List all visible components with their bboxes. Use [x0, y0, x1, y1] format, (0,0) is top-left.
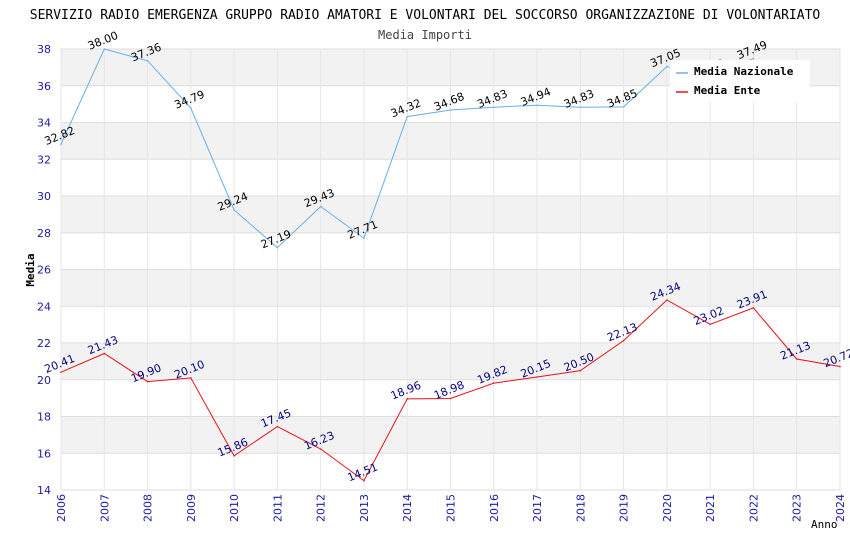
x-tick-label: 2007: [98, 494, 111, 522]
data-point: [103, 48, 106, 50]
x-tick-label: 2011: [271, 494, 284, 522]
data-point: [666, 299, 668, 301]
data-label: 34.32: [389, 96, 423, 120]
data-point: [319, 205, 322, 208]
y-tick-label: 16: [37, 447, 51, 460]
legend-box: [670, 60, 810, 102]
y-tick-label: 30: [37, 190, 51, 203]
chart-subtitle: Media Importi: [378, 28, 472, 42]
data-point: [146, 380, 149, 383]
data-point: [449, 109, 452, 111]
data-point: [449, 397, 452, 400]
x-tick-label: 2018: [574, 494, 587, 522]
y-tick-label: 26: [37, 264, 51, 277]
x-tick-label: 2022: [747, 494, 760, 522]
data-point: [752, 307, 755, 309]
data-label: 14.51: [346, 460, 380, 484]
data-point: [795, 358, 798, 360]
data-point: [60, 143, 62, 145]
y-tick-label: 14: [37, 484, 51, 497]
data-point: [579, 106, 582, 109]
data-label: 23.02: [692, 304, 726, 328]
x-tick-label: 2019: [618, 494, 631, 522]
x-tick-label: 2023: [791, 494, 804, 522]
data-point: [190, 377, 192, 379]
y-tick-label: 28: [37, 227, 51, 240]
x-tick-label: 2013: [358, 494, 371, 522]
data-point: [839, 365, 841, 368]
y-tick-label: 38: [37, 43, 51, 56]
x-tick-label: 2010: [228, 494, 241, 522]
legend: Media Nazionale Media Ente: [670, 60, 810, 102]
data-point: [492, 106, 495, 109]
data-label: 34.79: [172, 88, 206, 112]
x-tick-label: 2006: [55, 494, 68, 522]
y-tick-label: 24: [37, 300, 51, 313]
data-point: [752, 57, 755, 60]
x-tick-label: 2008: [142, 494, 155, 522]
x-tick-label: 2014: [401, 494, 414, 522]
series-layer: [60, 48, 841, 482]
data-point: [233, 455, 235, 457]
data-label: 22.13: [605, 320, 639, 344]
data-point: [276, 425, 279, 428]
data-point: [536, 104, 538, 107]
data-point: [60, 371, 62, 374]
y-tick-label: 20: [37, 374, 51, 387]
x-tick-label: 2016: [488, 494, 501, 522]
x-tick-label: 2009: [185, 494, 198, 522]
data-point: [406, 115, 409, 118]
x-tick-label: 2020: [661, 494, 674, 522]
data-point: [319, 448, 322, 450]
legend-label-media-ente: Media Ente: [694, 84, 761, 97]
x-tick-label: 2012: [315, 494, 328, 522]
x-axis-ticks: 2006 2007 2008 2009 2010 2011 2012 2013 2014 2015…: [55, 494, 847, 522]
x-axis-label: Anno: [811, 518, 838, 531]
y-tick-label: 32: [37, 153, 51, 166]
y-axis-ticks: 14 16 18 20 22 24 26 28 30 32 34 36 38: [37, 43, 51, 497]
data-point: [622, 339, 625, 342]
y-tick-label: 22: [37, 337, 51, 350]
data-point: [103, 352, 106, 355]
legend-label-media-nazionale: Media Nazionale: [694, 65, 794, 78]
x-tick-label: 2024: [834, 494, 847, 522]
data-point: [406, 398, 409, 400]
y-tick-label: 36: [37, 80, 51, 93]
x-tick-label: 2021: [704, 494, 717, 522]
data-point: [622, 106, 625, 108]
data-point: [146, 59, 149, 62]
data-point: [709, 323, 711, 326]
x-tick-label: 2017: [531, 494, 544, 522]
chart-title: SERVIZIO RADIO EMERGENZA GRUPPO RADIO AM…: [30, 8, 821, 23]
data-point: [579, 369, 582, 372]
y-tick-label: 34: [37, 117, 51, 130]
data-point: [492, 382, 495, 384]
data-point: [536, 376, 538, 378]
x-grid-lines: [60, 49, 841, 490]
data-point: [363, 479, 365, 482]
data-point: [233, 209, 235, 211]
data-point: [190, 107, 192, 109]
data-point: [276, 246, 279, 249]
data-point: [666, 65, 668, 68]
y-tick-label: 18: [37, 411, 51, 424]
x-tick-label: 2015: [445, 494, 458, 522]
data-point: [363, 237, 365, 239]
y-axis-label: Media: [24, 253, 37, 286]
